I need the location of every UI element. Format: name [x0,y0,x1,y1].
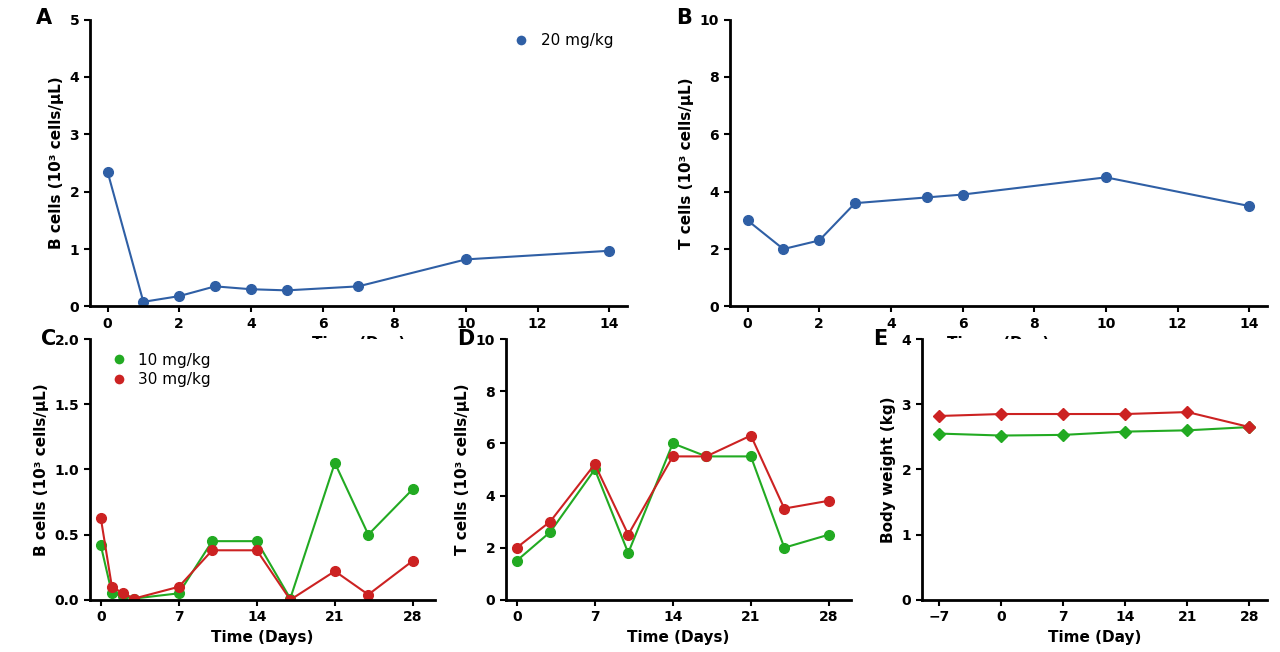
10 mg/kg [172,589,187,597]
30 mg/kg [93,514,109,522]
10 mg/kg [250,537,265,545]
X-axis label: Time (Day): Time (Day) [312,336,404,351]
10 mg/kg [361,531,376,539]
X-axis label: Times (Day): Times (Day) [947,336,1050,351]
Text: B: B [676,8,691,28]
X-axis label: Time (Days): Time (Days) [627,630,730,645]
30 mg/kg [406,557,421,565]
10 mg/kg [127,595,142,602]
30 mg/kg [104,583,119,591]
30 mg/kg [328,567,343,575]
Text: E: E [873,329,887,349]
Text: C: C [41,329,56,349]
X-axis label: Time (Days): Time (Days) [211,630,314,645]
30 mg/kg [250,546,265,554]
10 mg/kg [205,537,220,545]
Line: 30 mg/kg: 30 mg/kg [96,513,417,604]
Y-axis label: T cells (10³ cells/μL): T cells (10³ cells/μL) [680,77,694,249]
Y-axis label: B cells (10³ cells/μL): B cells (10³ cells/μL) [49,77,64,249]
Text: D: D [457,329,475,349]
Legend: 10 mg/kg, 30 mg/kg: 10 mg/kg, 30 mg/kg [97,347,218,394]
30 mg/kg [115,589,131,597]
10 mg/kg [115,592,131,600]
X-axis label: Time (Day): Time (Day) [1048,630,1140,645]
10 mg/kg [283,595,298,602]
Line: 10 mg/kg: 10 mg/kg [96,458,417,603]
30 mg/kg [172,583,187,591]
Text: A: A [36,8,52,28]
10 mg/kg [328,459,343,467]
30 mg/kg [127,595,142,602]
10 mg/kg [104,589,119,597]
30 mg/kg [205,546,220,554]
Legend: 20 mg/kg: 20 mg/kg [499,27,620,54]
Y-axis label: B cells (10³ cells/μL): B cells (10³ cells/μL) [33,383,49,556]
30 mg/kg [283,596,298,604]
Y-axis label: Body weight (kg): Body weight (kg) [881,396,896,542]
10 mg/kg [93,541,109,549]
10 mg/kg [406,485,421,493]
30 mg/kg [361,591,376,599]
Y-axis label: T cells (10³ cells/μL): T cells (10³ cells/μL) [456,383,470,556]
